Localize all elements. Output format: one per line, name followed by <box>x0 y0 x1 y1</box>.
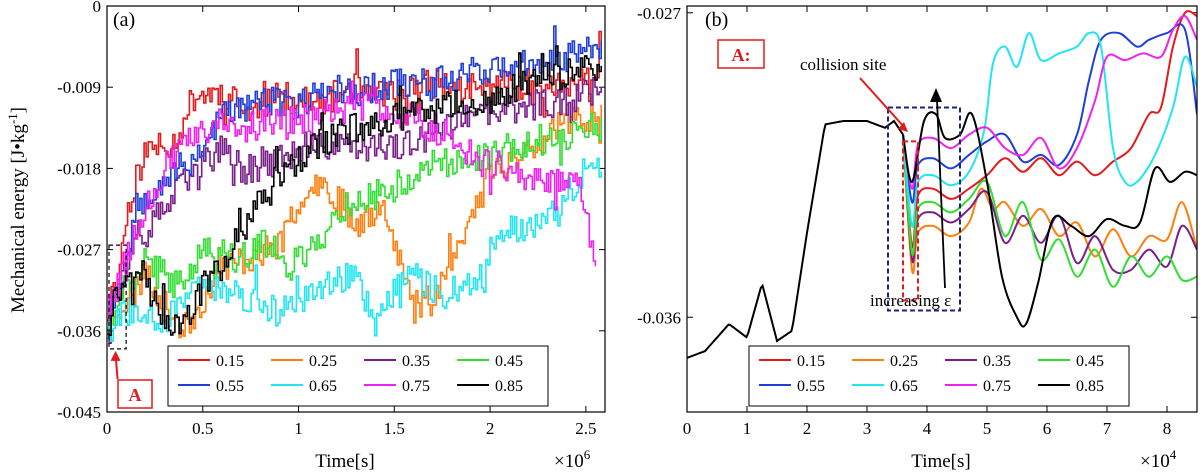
x-tick-label: 0 <box>683 419 692 438</box>
panel-a-x-multiplier: ×106 <box>554 447 591 472</box>
inset-region-box <box>108 244 127 350</box>
x-tick-label: 0.5 <box>192 419 213 438</box>
legend-label-0.25: 0.25 <box>890 353 918 370</box>
collision-site-box <box>902 140 919 302</box>
legend: 0.15 0.25 0.35 0.45 0.55 0.65 0.75 0.85 <box>167 345 549 407</box>
series-line-trunk <box>687 119 904 359</box>
collision-site-label: collision site <box>800 55 886 74</box>
x-tick-label: 8 <box>1163 419 1172 438</box>
series-line-0.25 <box>902 134 1197 275</box>
panel-b-inset-label: A: <box>732 45 751 65</box>
panel-b-label: (b) <box>705 9 728 31</box>
panel-b-inset-label-box <box>717 39 765 69</box>
legend-label-0.75: 0.75 <box>983 378 1011 395</box>
series-line-0.85 <box>107 45 602 336</box>
panel-a-ylabel: Mechanical energy [J•kg-1] <box>5 107 29 313</box>
panel-a-label: (a) <box>113 9 135 31</box>
inset-arrow-head <box>110 350 121 361</box>
x-tick-label: 1 <box>743 419 752 438</box>
series-line-0.65 <box>902 31 1197 228</box>
panel-a-xlabel: Time[s] <box>315 451 374 472</box>
legend-label-0.65: 0.65 <box>309 378 337 395</box>
increasing-epsilon-label: increasing ε <box>870 291 951 310</box>
y-tick-label: -0.027 <box>57 241 101 260</box>
plot-frame <box>686 5 1198 413</box>
y-tick-label: -0.027 <box>637 4 681 23</box>
legend-label-0.15: 0.15 <box>797 353 825 370</box>
x-tick-label: 2 <box>486 419 495 438</box>
series-line-0.85 <box>902 111 1197 328</box>
series-line-0.75 <box>902 14 1197 190</box>
x-tick-label: 3 <box>863 419 872 438</box>
panel-b-x-multiplier: ×104 <box>1140 447 1177 472</box>
series-line-0.45 <box>107 112 602 331</box>
x-tick-label: 2.5 <box>575 419 596 438</box>
x-tick-label: 5 <box>983 419 992 438</box>
legend-label-0.55: 0.55 <box>216 378 244 395</box>
inset-marker-box <box>117 379 153 409</box>
panel-a-chart: (a) Time[s] ×106 Mechanical energy [J•kg… <box>5 0 606 472</box>
panel-b-xlabel: Time[s] <box>911 451 970 472</box>
zoom-region-box <box>887 106 961 312</box>
x-tick-label: 0 <box>103 419 112 438</box>
collision-site-arrow <box>859 77 905 128</box>
legend-label-0.55: 0.55 <box>797 378 825 395</box>
x-tick-label: 1.5 <box>384 419 405 438</box>
series-line-0.65 <box>107 157 602 342</box>
series-line-0.15 <box>902 10 1197 249</box>
y-tick-label: -0.036 <box>57 322 101 341</box>
series-line-0.35 <box>902 134 1197 275</box>
increasing-arrow-head <box>930 88 942 102</box>
legend-label-0.45: 0.45 <box>1076 353 1104 370</box>
legend-label-0.75: 0.75 <box>402 378 430 395</box>
legend-label-0.45: 0.45 <box>495 353 523 370</box>
inset-marker-label: A <box>129 385 142 405</box>
series-line-0.55 <box>902 23 1197 204</box>
increasing-arrow <box>936 99 946 289</box>
panel-b-chart: (b) Time[s] ×104 A: 0 1 2 3 4 5 6 7 8 -0.027 -0.03… <box>637 4 1198 472</box>
legend-label-0.85: 0.85 <box>1076 378 1104 395</box>
legend-label-0.15: 0.15 <box>216 353 244 370</box>
y-tick-label: -0.036 <box>637 308 681 327</box>
legend-box <box>167 345 549 407</box>
x-tick-label: 6 <box>1043 419 1052 438</box>
legend-label-0.25: 0.25 <box>309 353 337 370</box>
y-tick-label: -0.009 <box>57 78 101 97</box>
x-tick-label: 2 <box>803 419 812 438</box>
series-line-0.75 <box>107 80 597 321</box>
legend-box <box>748 345 1130 407</box>
legend-label-0.35: 0.35 <box>983 353 1011 370</box>
x-tick-label: 4 <box>923 419 932 438</box>
legend-label-0.65: 0.65 <box>890 378 918 395</box>
series-line-0.45 <box>902 134 1197 288</box>
series-line-0.25 <box>107 102 602 339</box>
x-tick-label: 1 <box>294 419 303 438</box>
y-tick-label: -0.045 <box>57 403 101 422</box>
y-tick-label: 0 <box>93 0 102 16</box>
legend-label-0.85: 0.85 <box>495 378 523 395</box>
legend: 0.15 0.25 0.35 0.45 0.55 0.65 0.75 0.85 <box>748 345 1130 407</box>
y-tick-label: -0.018 <box>57 159 101 178</box>
plot-frame <box>106 5 606 413</box>
x-tick-label: 7 <box>1103 419 1112 438</box>
collision-site-arrow-head <box>898 122 908 132</box>
legend-label-0.35: 0.35 <box>402 353 430 370</box>
